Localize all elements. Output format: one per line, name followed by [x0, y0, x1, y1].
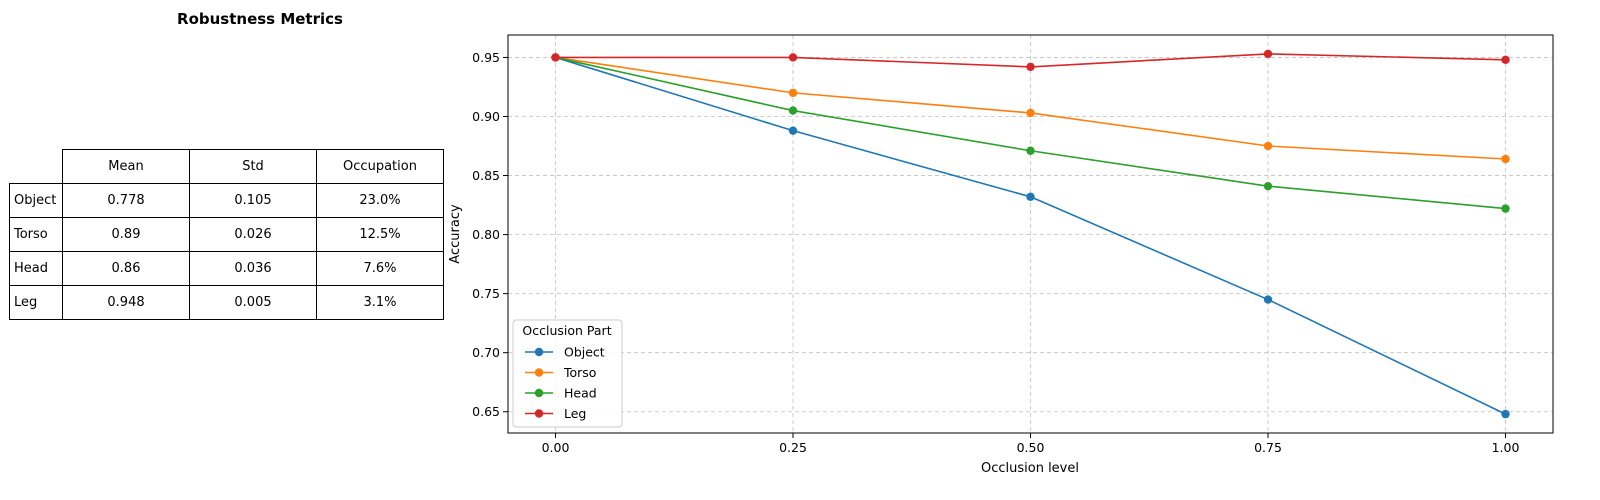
tick-layer: 0.00 0.25 0.50 0.75 1.00 0.65 0.70 0.75 0.80 0.85… [472, 50, 1519, 455]
x-tick-label: 0.00 [542, 440, 570, 455]
y-tick-label: 0.75 [472, 286, 500, 301]
x-tick-label: 0.50 [1017, 440, 1045, 455]
table-cell: 0.026 [189, 217, 317, 252]
legend-marker-leg [534, 409, 544, 418]
y-tick-label: 0.90 [472, 109, 500, 124]
y-tick-label: 0.70 [472, 345, 500, 360]
data-point-object [1263, 295, 1273, 304]
y-tick-label: 0.80 [472, 227, 500, 242]
data-point-leg [1263, 49, 1273, 59]
table-cell: 0.036 [189, 251, 317, 286]
chart-legend: Occlusion Part Object Torso Head Leg [512, 319, 623, 428]
y-tick-label: 0.85 [472, 168, 500, 183]
data-point-torso [1026, 108, 1035, 118]
metrics-table: Mean Std Occupation Object 0.778 0.105 2… [9, 149, 444, 320]
grid-layer [508, 35, 1553, 433]
x-tick-label: 1.00 [1492, 440, 1520, 455]
row-label-leg: Leg [9, 285, 63, 320]
data-point-torso [1263, 141, 1273, 151]
table-cell: 0.005 [189, 285, 317, 320]
legend-label-leg: Leg [564, 406, 586, 421]
row-label-object: Object [9, 183, 63, 218]
legend-marker-torso [534, 368, 544, 377]
table-row: Object 0.778 0.105 23.0% [9, 183, 444, 218]
data-point-head [1501, 204, 1510, 213]
table-cell: 23.0% [316, 183, 444, 218]
data-point-object [1026, 192, 1035, 201]
column-header-mean: Mean [62, 149, 190, 184]
table-row: Leg 0.948 0.005 3.1% [9, 285, 444, 320]
table-cell: 0.778 [62, 183, 190, 218]
x-tick-label: 0.75 [1254, 440, 1282, 455]
y-tick-label: 0.65 [472, 404, 500, 419]
x-tick-label: 0.25 [779, 440, 807, 455]
table-title: Robustness Metrics [177, 10, 343, 28]
legend-label-torso: Torso [563, 365, 596, 380]
column-header-occupation: Occupation [316, 149, 444, 184]
table-header-row: Mean Std Occupation [10, 149, 444, 184]
legend-label-head: Head [564, 386, 597, 401]
data-point-torso [1501, 154, 1510, 164]
legend-label-object: Object [564, 345, 605, 360]
data-point-object [1501, 409, 1510, 419]
legend-marker-head [534, 388, 544, 398]
column-header-std: Std [189, 149, 317, 184]
data-point-leg [551, 53, 560, 62]
data-point-head [1263, 181, 1273, 191]
legend-entries: Object Torso Head Leg [525, 345, 605, 421]
table-cell: 12.5% [316, 217, 444, 252]
y-tick-label: 0.95 [472, 50, 500, 65]
table-cell: 3.1% [316, 285, 444, 320]
legend-title: Occlusion Part [522, 323, 611, 338]
data-point-head [788, 106, 798, 115]
legend-box [512, 319, 623, 428]
data-point-torso [788, 88, 798, 98]
series-layer [551, 49, 1510, 419]
row-label-torso: Torso [9, 217, 63, 252]
data-point-object [788, 126, 798, 135]
data-point-leg [1026, 62, 1035, 72]
data-point-leg [1501, 55, 1510, 65]
y-axis-label: Accuracy [448, 204, 463, 264]
x-axis-label: Occlusion level [981, 461, 1079, 476]
data-point-leg [788, 53, 798, 62]
table-cell: 0.948 [62, 285, 190, 320]
data-point-head [1026, 146, 1035, 155]
legend-marker-object [534, 347, 544, 357]
